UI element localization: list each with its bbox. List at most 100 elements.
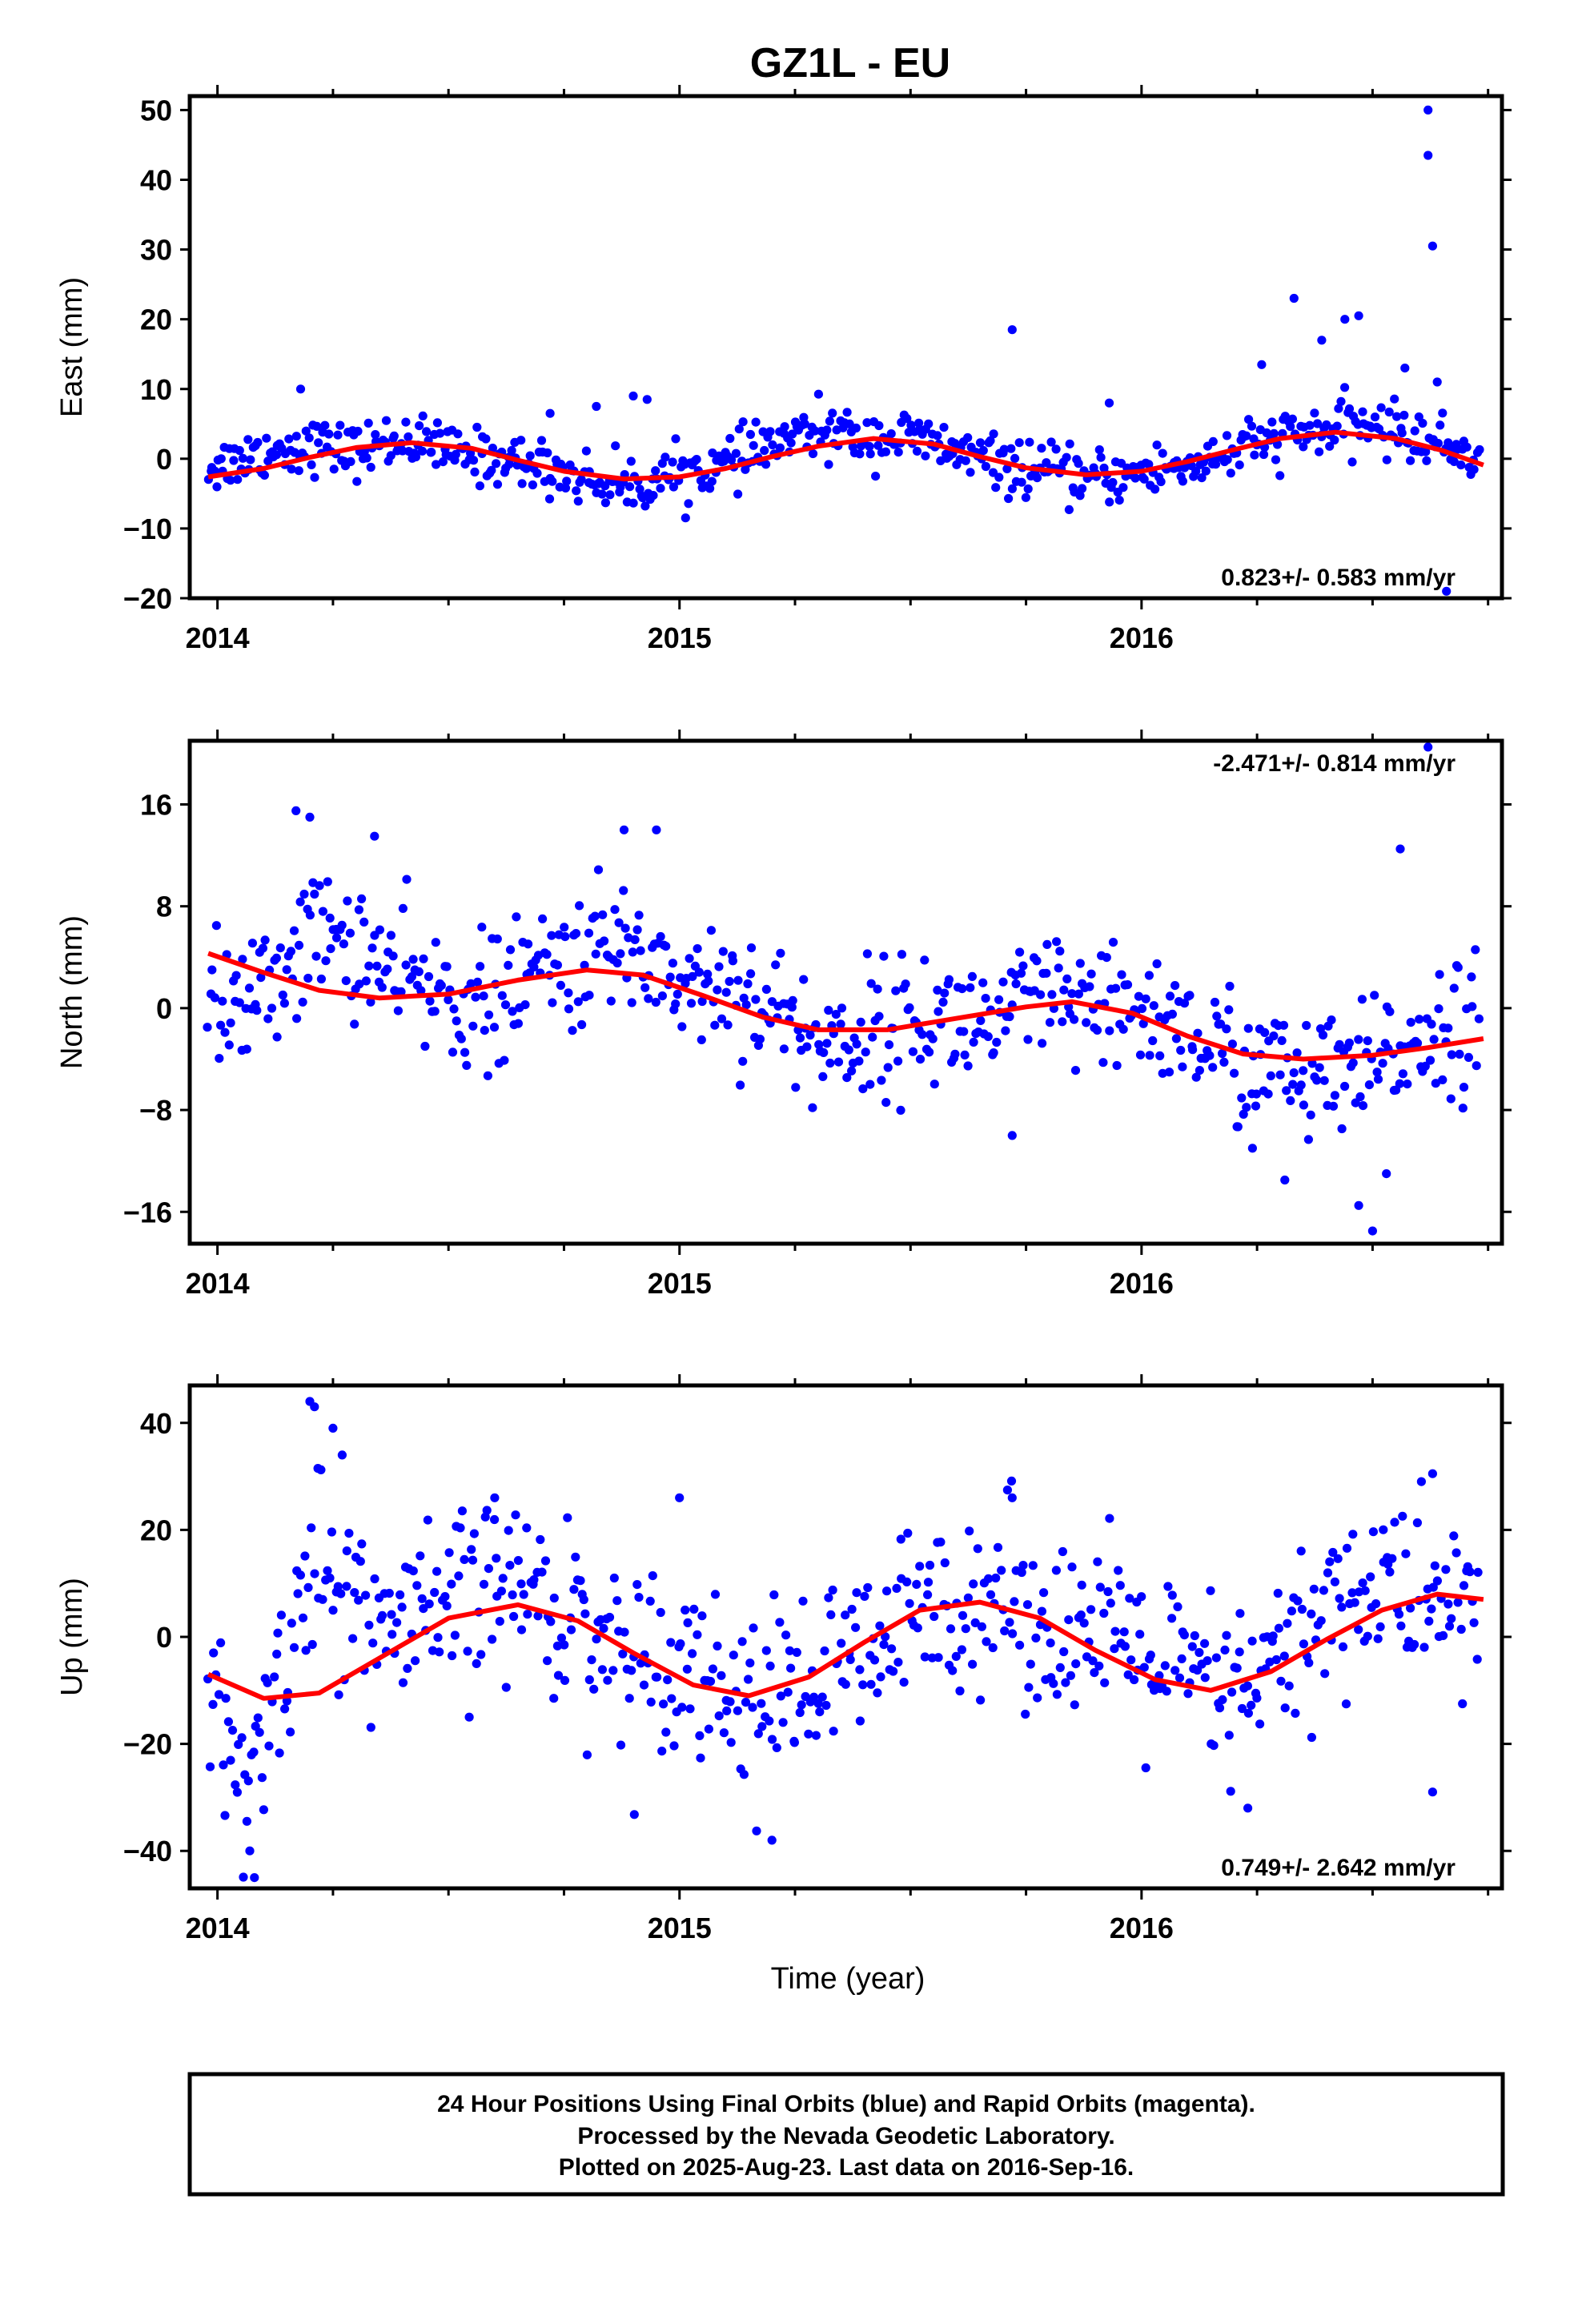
data-point	[1351, 1098, 1360, 1108]
data-point	[1038, 1039, 1047, 1048]
data-point	[976, 1015, 986, 1025]
data-point	[804, 1729, 813, 1739]
data-point	[1332, 421, 1342, 431]
data-point	[216, 1020, 226, 1030]
data-point	[920, 955, 930, 965]
data-point	[629, 1810, 639, 1819]
data-point	[246, 455, 255, 464]
data-point	[563, 1513, 572, 1522]
data-point	[1144, 971, 1154, 980]
data-point	[511, 1510, 520, 1520]
data-point	[1070, 1015, 1079, 1024]
data-point	[310, 889, 319, 899]
data-point	[508, 1590, 517, 1600]
data-point	[452, 1016, 461, 1026]
data-point	[1406, 1603, 1415, 1613]
data-point	[291, 432, 301, 441]
data-point	[371, 430, 380, 440]
data-point	[984, 1574, 994, 1583]
data-point	[809, 1692, 819, 1702]
data-point	[1432, 1576, 1442, 1586]
data-point	[1098, 1058, 1108, 1068]
data-point	[616, 949, 625, 959]
data-point	[799, 975, 809, 984]
data-point	[969, 1579, 978, 1589]
data-point	[1077, 1580, 1086, 1590]
data-point	[1348, 1058, 1358, 1068]
data-point	[612, 1596, 622, 1606]
data-point	[344, 1529, 354, 1538]
data-point	[548, 476, 557, 486]
data-point-outlier	[675, 1493, 685, 1502]
data-point	[899, 1678, 909, 1687]
data-point	[1318, 1030, 1328, 1040]
data-point	[1412, 1518, 1422, 1528]
data-point	[755, 1035, 765, 1044]
data-point	[1100, 1678, 1110, 1687]
data-point	[775, 1618, 785, 1627]
data-point	[795, 1033, 805, 1043]
data-point	[1434, 1004, 1443, 1014]
data-point-outlier	[1423, 105, 1433, 115]
data-point	[1375, 1622, 1385, 1631]
data-point	[915, 1562, 925, 1571]
data-point	[630, 935, 640, 944]
data-point	[817, 1692, 827, 1702]
data-point	[1435, 420, 1445, 430]
data-point	[1472, 1061, 1481, 1071]
data-point	[913, 1623, 922, 1633]
data-point	[501, 1683, 511, 1692]
data-point	[580, 960, 589, 970]
data-point	[1014, 438, 1024, 448]
data-point	[276, 1610, 286, 1620]
data-point	[307, 1639, 317, 1650]
data-point	[1250, 450, 1259, 460]
data-point	[529, 1575, 539, 1585]
data-point	[824, 1005, 833, 1015]
data-point	[357, 894, 367, 903]
data-point	[1425, 1055, 1435, 1065]
data-point	[318, 907, 327, 916]
data-point	[753, 1729, 763, 1739]
data-point	[258, 943, 267, 953]
data-point	[934, 1007, 943, 1016]
data-point	[741, 1000, 751, 1010]
data-point	[303, 973, 313, 983]
data-point	[639, 1680, 649, 1690]
data-point	[472, 977, 483, 987]
data-point	[286, 947, 295, 956]
data-point	[1282, 1086, 1291, 1096]
data-point	[1118, 1024, 1128, 1034]
data-point	[609, 1573, 619, 1583]
data-point	[590, 911, 600, 921]
data-point	[249, 1747, 259, 1757]
data-point	[1252, 1693, 1262, 1703]
panel-up: −40 −20 0 20 40 2014 2015 2016 Up (mm) 0.749+/- 2…	[55, 1374, 1512, 1944]
data-layer	[203, 1397, 1484, 1883]
data-point	[1335, 1039, 1344, 1049]
data-point	[1455, 1049, 1464, 1059]
data-point	[388, 951, 398, 961]
data-point	[1130, 473, 1140, 483]
data-point	[1446, 1094, 1456, 1104]
data-point	[312, 421, 322, 432]
data-point	[560, 932, 570, 942]
data-point	[1421, 447, 1431, 456]
data-point	[556, 1633, 567, 1642]
data-point	[745, 429, 756, 440]
data-point	[301, 426, 311, 436]
data-point	[1082, 1018, 1091, 1027]
data-point	[863, 1582, 873, 1593]
data-point	[295, 897, 305, 907]
data-point	[671, 434, 681, 444]
data-point	[881, 1632, 890, 1642]
data-point	[930, 1080, 939, 1089]
data-point	[556, 980, 566, 990]
data-point	[472, 1659, 481, 1668]
data-point	[1191, 466, 1201, 476]
data-point-outlier	[1367, 1226, 1377, 1236]
data-point	[1268, 1631, 1278, 1641]
data-point	[868, 1032, 877, 1042]
data-point	[1059, 1647, 1069, 1657]
data-point	[632, 925, 642, 935]
